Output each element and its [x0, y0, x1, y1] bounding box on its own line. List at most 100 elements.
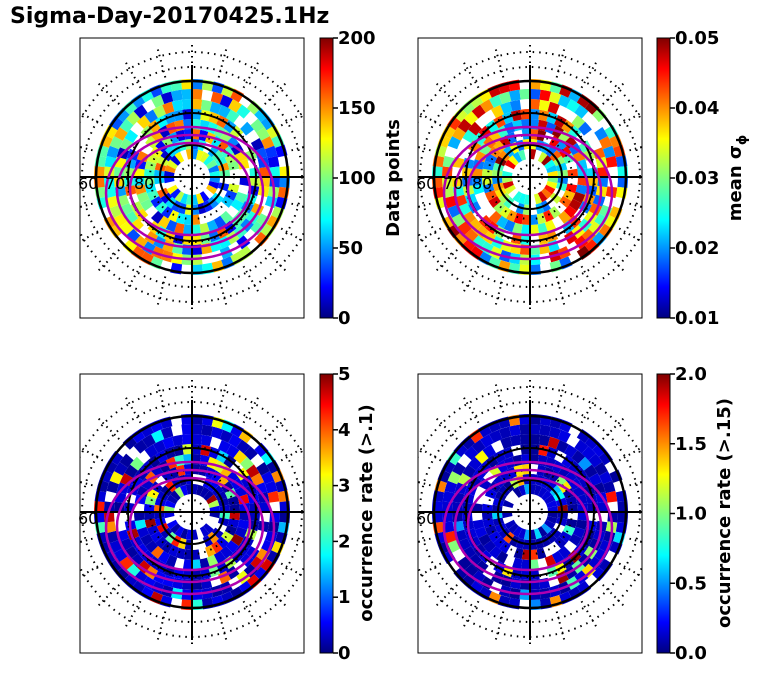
heatmap-cell	[130, 429, 146, 444]
dotted-mlt-tick	[95, 415, 120, 440]
heatmap-cell	[498, 426, 512, 440]
heatmap-cell	[239, 177, 251, 187]
heatmap-cell	[151, 545, 164, 559]
heatmap-cell	[182, 444, 192, 455]
heatmap-cell	[468, 429, 484, 444]
heatmap-cell	[460, 435, 476, 450]
heatmap-cell	[227, 495, 240, 506]
heatmap-cell	[151, 210, 164, 224]
heatmap-cell	[605, 490, 618, 503]
heatmap-cell	[160, 192, 173, 204]
heatmap-cell	[164, 164, 176, 173]
heatmap-cell	[260, 223, 275, 239]
heatmap-cell	[174, 191, 185, 203]
heatmap-cell	[157, 550, 171, 564]
heatmap-cell	[477, 251, 492, 266]
heatmap-cell	[179, 193, 188, 205]
heatmap-cell	[594, 213, 608, 227]
heatmap-cell	[183, 214, 192, 226]
heatmap-cell	[441, 459, 456, 474]
dotted-mlt-tick	[618, 227, 642, 243]
colorbar-tick-label: 0.02	[675, 238, 719, 259]
heatmap-cell	[254, 442, 269, 458]
heatmap-cell	[236, 439, 251, 454]
heatmap-cell	[142, 434, 156, 448]
heatmap-cell	[504, 184, 516, 195]
lat-label: 70	[443, 174, 463, 193]
heatmap-cell	[245, 464, 260, 478]
colorbar-tick-label: 0.03	[675, 168, 719, 189]
heatmap-cell	[170, 89, 183, 102]
heatmap-cell	[133, 512, 145, 522]
heatmap-cell	[133, 235, 148, 250]
heatmap-cell	[229, 512, 241, 521]
heatmap-cell	[468, 580, 484, 595]
heatmap-cell	[166, 494, 178, 505]
heatmap-cell	[164, 512, 175, 519]
heatmap-cell	[164, 505, 175, 512]
heatmap-cell	[192, 569, 202, 580]
heatmap-cell	[221, 531, 234, 543]
heatmap-cell	[544, 519, 556, 530]
heatmap-cell	[481, 512, 493, 521]
heatmap-cell	[146, 525, 160, 536]
heatmap-cell	[227, 183, 240, 194]
heatmap-cell	[553, 490, 566, 502]
heatmap-cell	[474, 150, 488, 163]
heatmap-cell	[209, 170, 220, 177]
heatmap-cell	[192, 88, 203, 100]
heatmap-cell	[199, 151, 210, 163]
heatmap-cell	[202, 200, 214, 213]
heatmap-cell	[200, 444, 212, 457]
dotted-mlt-tick	[555, 611, 566, 643]
heatmap-cell	[115, 107, 130, 123]
colorbar-tick-label: 0.0	[675, 643, 707, 664]
heatmap-cell	[269, 166, 281, 177]
heatmap-cell	[143, 168, 155, 177]
heatmap-cell	[489, 545, 502, 559]
dotted-mlt-tick	[602, 80, 627, 105]
heatmap-cell	[592, 147, 606, 160]
heatmap-cell	[495, 215, 509, 229]
heatmap-cell	[442, 186, 455, 199]
dotted-mlt-tick	[156, 611, 167, 643]
heatmap-cell	[452, 462, 466, 476]
heatmap-cell	[536, 547, 547, 560]
heatmap-cell	[464, 228, 479, 243]
heatmap-cell	[106, 480, 120, 494]
heatmap-cell	[145, 540, 159, 553]
heatmap-cell	[555, 162, 568, 172]
heatmap-cell	[243, 563, 258, 578]
dotted-mlt-tick	[418, 145, 431, 152]
heatmap-cell	[563, 136, 577, 149]
heatmap-cell	[175, 212, 186, 225]
heatmap-cell	[208, 499, 220, 508]
heatmap-cell	[192, 549, 201, 561]
heatmap-cell	[565, 183, 578, 194]
heatmap-cell	[464, 563, 479, 578]
heatmap-cell	[535, 202, 545, 215]
heatmap-cell	[209, 512, 220, 519]
heatmap-cell	[599, 471, 613, 485]
heatmap-cell	[164, 170, 175, 177]
auroral-oval	[104, 460, 276, 596]
heatmap-cell	[575, 159, 588, 170]
heatmap-cell	[174, 151, 185, 163]
heatmap-cell	[539, 89, 552, 102]
heatmap-cell	[499, 541, 511, 554]
heatmap-cell	[139, 251, 154, 266]
heatmap-cell	[254, 107, 269, 123]
heatmap-cell	[139, 88, 154, 103]
heatmap-cell	[146, 190, 160, 201]
heatmap-cell	[484, 190, 498, 201]
heatmap-cell	[185, 484, 192, 495]
heatmap-cell	[218, 439, 231, 454]
heatmap-cell	[537, 222, 548, 235]
heatmap-cell	[250, 118, 265, 133]
heatmap-cell	[592, 482, 606, 495]
heatmap-cell	[557, 429, 571, 443]
heatmap-cell	[515, 537, 525, 550]
heatmap-cell	[605, 155, 618, 168]
heatmap-cell	[535, 537, 545, 550]
heatmap-cell	[494, 522, 507, 534]
